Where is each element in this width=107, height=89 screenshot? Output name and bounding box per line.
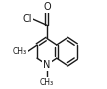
Text: O: O [43,2,51,12]
Text: N: N [43,60,51,70]
Text: CH₃: CH₃ [40,78,54,87]
Text: Cl: Cl [23,14,32,24]
Text: CH₃: CH₃ [13,47,27,56]
